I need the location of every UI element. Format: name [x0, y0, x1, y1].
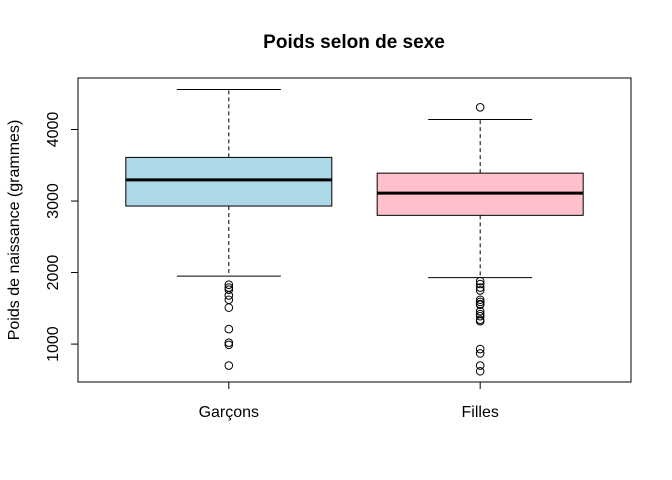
iqr-box — [125, 156, 333, 207]
boxes — [125, 88, 584, 376]
outlier-point — [475, 361, 485, 370]
y-tick-label: 1000 — [45, 326, 62, 362]
outlier-point — [224, 338, 234, 347]
chart-title: Poids selon de sexe — [263, 32, 445, 53]
outlier-point — [475, 283, 485, 292]
outlier-point — [475, 306, 485, 316]
outlier-point — [475, 316, 485, 326]
outlier-point — [224, 340, 234, 350]
outlier-point — [475, 311, 485, 321]
outlier-point — [475, 279, 485, 289]
plot-frame — [77, 77, 632, 383]
x-tick-label: Filles — [462, 404, 499, 421]
outlier-point — [475, 349, 485, 358]
outlier-point — [224, 280, 234, 290]
outlier-point — [475, 366, 485, 376]
outlier-point — [475, 300, 485, 310]
outlier-point — [475, 276, 485, 286]
outlier-point — [224, 291, 234, 300]
y-tick-label: 4000 — [45, 112, 62, 148]
outlier-point — [475, 286, 485, 295]
x-tick-label: Garçons — [199, 404, 259, 421]
outlier-point — [475, 297, 485, 307]
y-tick-label: 2000 — [45, 255, 62, 291]
outlier-point — [224, 303, 234, 312]
outlier-point — [475, 295, 485, 305]
box-filles — [376, 103, 584, 376]
y-tick-label: 3000 — [45, 183, 62, 219]
outlier-point — [475, 344, 485, 354]
outlier-point — [224, 285, 234, 295]
x-axis: Garçons Filles — [199, 381, 499, 421]
y-axis-label: Poids de naissance (grammes) — [6, 120, 23, 341]
outlier-point — [224, 361, 234, 370]
box-garcons — [125, 88, 333, 370]
outlier-point — [475, 103, 485, 112]
outlier-point — [224, 324, 234, 334]
y-axis: 1000 2000 3000 4000 — [45, 112, 79, 362]
